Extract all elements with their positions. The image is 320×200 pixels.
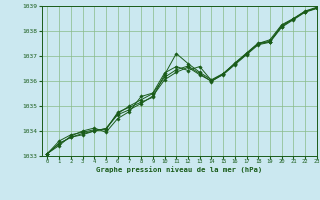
X-axis label: Graphe pression niveau de la mer (hPa): Graphe pression niveau de la mer (hPa) (96, 167, 262, 173)
